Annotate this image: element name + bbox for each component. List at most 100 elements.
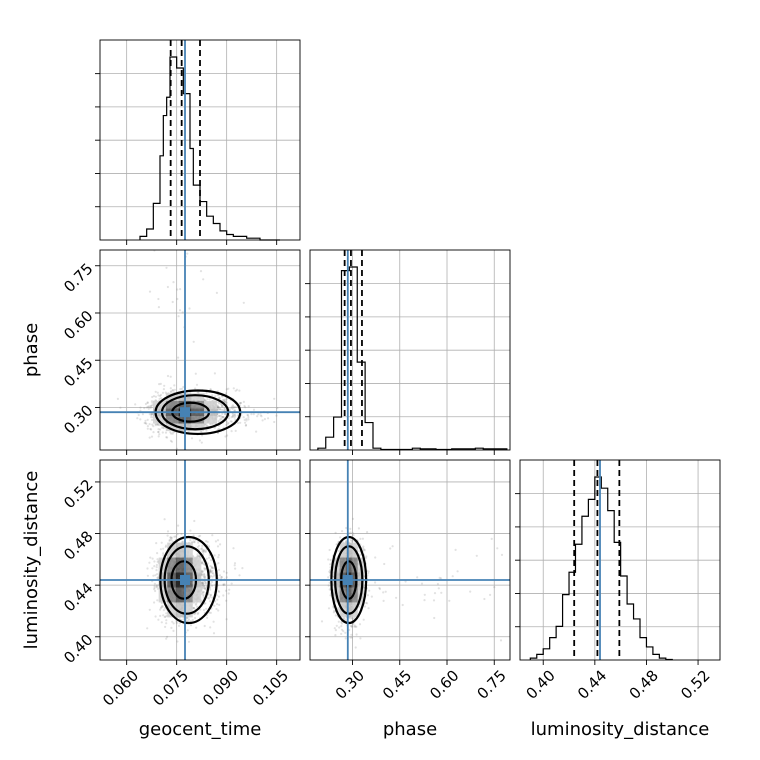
sample-point	[154, 574, 157, 577]
sample-point	[209, 594, 212, 597]
sample-point	[337, 549, 340, 553]
density-cell	[165, 423, 179, 432]
sample-point	[366, 602, 369, 605]
sample-point	[151, 557, 154, 560]
sample-point	[257, 413, 260, 416]
sample-point	[340, 632, 343, 636]
sample-point	[341, 530, 344, 533]
sample-point	[273, 420, 276, 424]
sample-point	[172, 622, 175, 625]
density-cell	[191, 415, 205, 424]
sample-point	[190, 437, 194, 440]
density-cell	[175, 602, 185, 618]
sample-point	[196, 546, 199, 549]
sample-point	[202, 591, 205, 594]
sample-point	[156, 560, 159, 564]
sample-point	[197, 544, 201, 547]
sample-point	[179, 288, 182, 291]
sample-point	[275, 414, 278, 417]
density-cell	[192, 557, 202, 573]
sample-point	[221, 415, 225, 419]
sample-point	[159, 614, 162, 618]
sample-point	[148, 561, 151, 564]
sample-point	[152, 431, 155, 434]
sample-point	[205, 392, 208, 395]
sample-point	[203, 568, 206, 571]
sample-point	[211, 423, 214, 426]
sample-point	[161, 604, 164, 608]
sample-point	[219, 408, 222, 411]
sample-point	[230, 406, 233, 410]
sample-point	[208, 600, 212, 603]
sample-point	[193, 540, 196, 543]
sample-point	[134, 403, 137, 406]
sample-point	[194, 372, 197, 375]
plot-area	[310, 460, 510, 660]
sample-point	[170, 539, 173, 542]
sample-point	[224, 435, 227, 438]
sample-point	[211, 596, 214, 599]
sample-point	[337, 607, 340, 610]
sample-point	[483, 597, 486, 601]
sample-point	[206, 540, 209, 544]
sample-point	[200, 561, 204, 565]
sample-point	[234, 429, 237, 432]
sample-point	[172, 223, 174, 225]
sample-point	[157, 430, 160, 434]
sample-point	[233, 564, 236, 567]
sample-point	[211, 394, 214, 397]
sample-point	[224, 392, 227, 395]
sample-point	[177, 624, 181, 628]
density-cell	[191, 400, 205, 409]
sample-point	[245, 417, 248, 420]
sample-point	[469, 590, 472, 593]
sample-point	[201, 548, 204, 552]
sample-point	[178, 309, 182, 312]
sample-point	[234, 389, 237, 392]
sample-point	[139, 418, 142, 421]
sample-point	[159, 548, 162, 551]
sample-point	[202, 573, 205, 576]
sample-point	[227, 387, 230, 390]
sample-point	[195, 383, 199, 386]
sample-point	[328, 588, 331, 591]
sample-point	[150, 404, 153, 407]
sample-point	[157, 430, 160, 434]
sample-point	[202, 585, 206, 588]
sample-point	[197, 535, 200, 538]
sample-point	[170, 537, 173, 540]
sample-point	[169, 390, 172, 393]
sample-point	[214, 395, 217, 398]
sample-point	[169, 431, 172, 434]
sample-point	[204, 577, 207, 580]
sample-point	[164, 625, 167, 629]
sample-point	[186, 252, 189, 255]
sample-point	[211, 584, 214, 587]
sample-point	[211, 566, 214, 570]
sample-point	[223, 407, 226, 410]
sample-point	[217, 408, 220, 411]
sample-point	[222, 570, 226, 573]
sample-point	[150, 435, 154, 438]
sample-point	[217, 401, 220, 404]
sample-point	[341, 628, 344, 631]
sample-point	[363, 549, 366, 552]
sample-point	[351, 532, 354, 535]
sample-point	[146, 425, 149, 428]
sample-point	[226, 434, 229, 437]
sample-point	[210, 566, 213, 569]
sample-point	[217, 405, 220, 408]
sample-point	[213, 372, 216, 375]
density-cell	[204, 415, 217, 424]
sample-point	[205, 557, 208, 560]
sample-point	[229, 420, 232, 423]
sample-point	[152, 395, 156, 398]
sample-point	[163, 615, 166, 619]
sample-point	[329, 558, 332, 562]
sample-point	[366, 531, 369, 534]
sample-point	[320, 620, 324, 623]
sample-point	[224, 589, 228, 592]
sample-point	[349, 531, 352, 534]
sample-point	[342, 630, 345, 633]
sample-point	[240, 401, 243, 405]
